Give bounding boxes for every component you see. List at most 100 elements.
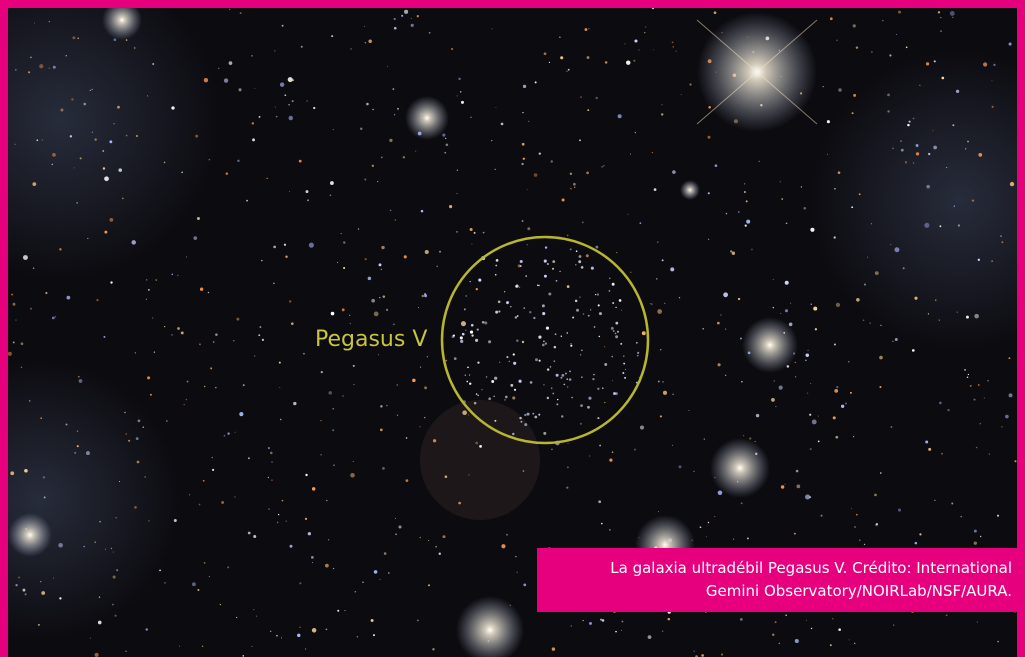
star (145, 476, 146, 477)
star (742, 317, 798, 373)
star (49, 21, 51, 23)
star (967, 376, 969, 378)
star (871, 223, 872, 224)
star (823, 86, 824, 87)
star (237, 160, 239, 162)
star (105, 549, 106, 550)
star (268, 509, 269, 510)
star (110, 281, 112, 283)
star (470, 331, 473, 334)
star (79, 379, 83, 383)
star (599, 312, 602, 315)
star (366, 103, 369, 106)
star (276, 635, 277, 636)
star (468, 414, 469, 415)
star (991, 260, 993, 262)
star (664, 303, 665, 304)
star (746, 220, 750, 224)
star (934, 500, 935, 501)
star (604, 363, 607, 366)
star (197, 217, 200, 220)
star (21, 342, 24, 345)
star (10, 471, 14, 475)
star (547, 397, 549, 399)
star (284, 244, 286, 246)
star (827, 120, 830, 123)
star (460, 336, 463, 339)
star (380, 429, 383, 432)
star (637, 352, 639, 354)
star (220, 604, 221, 605)
star (417, 619, 419, 621)
star (397, 108, 399, 110)
star (15, 319, 16, 320)
star (807, 350, 808, 351)
star (599, 445, 601, 447)
star (299, 627, 300, 628)
star (303, 353, 305, 355)
star (624, 377, 626, 379)
star (993, 64, 995, 66)
star (811, 304, 812, 305)
star (90, 638, 91, 639)
star (461, 321, 466, 326)
star (1001, 241, 1003, 243)
star (623, 363, 625, 365)
star (570, 188, 571, 189)
star (978, 153, 982, 157)
star (524, 423, 527, 426)
star (587, 406, 590, 409)
star (495, 311, 498, 314)
star (252, 138, 255, 141)
star (571, 397, 573, 399)
star (851, 206, 853, 208)
star (557, 399, 558, 400)
star (506, 356, 508, 358)
star (498, 300, 501, 303)
star (612, 302, 614, 304)
star (460, 91, 461, 92)
star (980, 536, 981, 537)
star (786, 222, 788, 224)
star (714, 516, 715, 517)
star (284, 94, 286, 96)
star (271, 461, 272, 462)
star (496, 259, 499, 262)
star (103, 167, 105, 169)
star (135, 352, 136, 353)
star (853, 94, 856, 97)
star (21, 366, 23, 368)
star (515, 556, 516, 557)
star (836, 40, 837, 41)
star (533, 317, 535, 319)
star (429, 32, 431, 34)
star (307, 199, 309, 201)
star (280, 419, 282, 421)
star (510, 306, 512, 308)
star (273, 283, 275, 285)
star (708, 522, 710, 524)
star (522, 341, 524, 343)
star (672, 393, 674, 395)
star (23, 589, 26, 592)
star (741, 502, 743, 504)
star (280, 82, 284, 86)
star (662, 104, 663, 105)
star (575, 300, 578, 303)
star (439, 553, 441, 555)
star (467, 366, 469, 368)
star (98, 621, 102, 625)
star (378, 354, 379, 355)
star (465, 330, 466, 331)
star (854, 526, 856, 528)
star (534, 173, 538, 177)
star (379, 263, 382, 266)
star (462, 333, 465, 336)
star (544, 260, 547, 263)
star (522, 220, 524, 222)
star (913, 118, 915, 120)
star (773, 307, 774, 308)
star (561, 336, 562, 337)
star (488, 340, 491, 343)
star (925, 440, 928, 443)
